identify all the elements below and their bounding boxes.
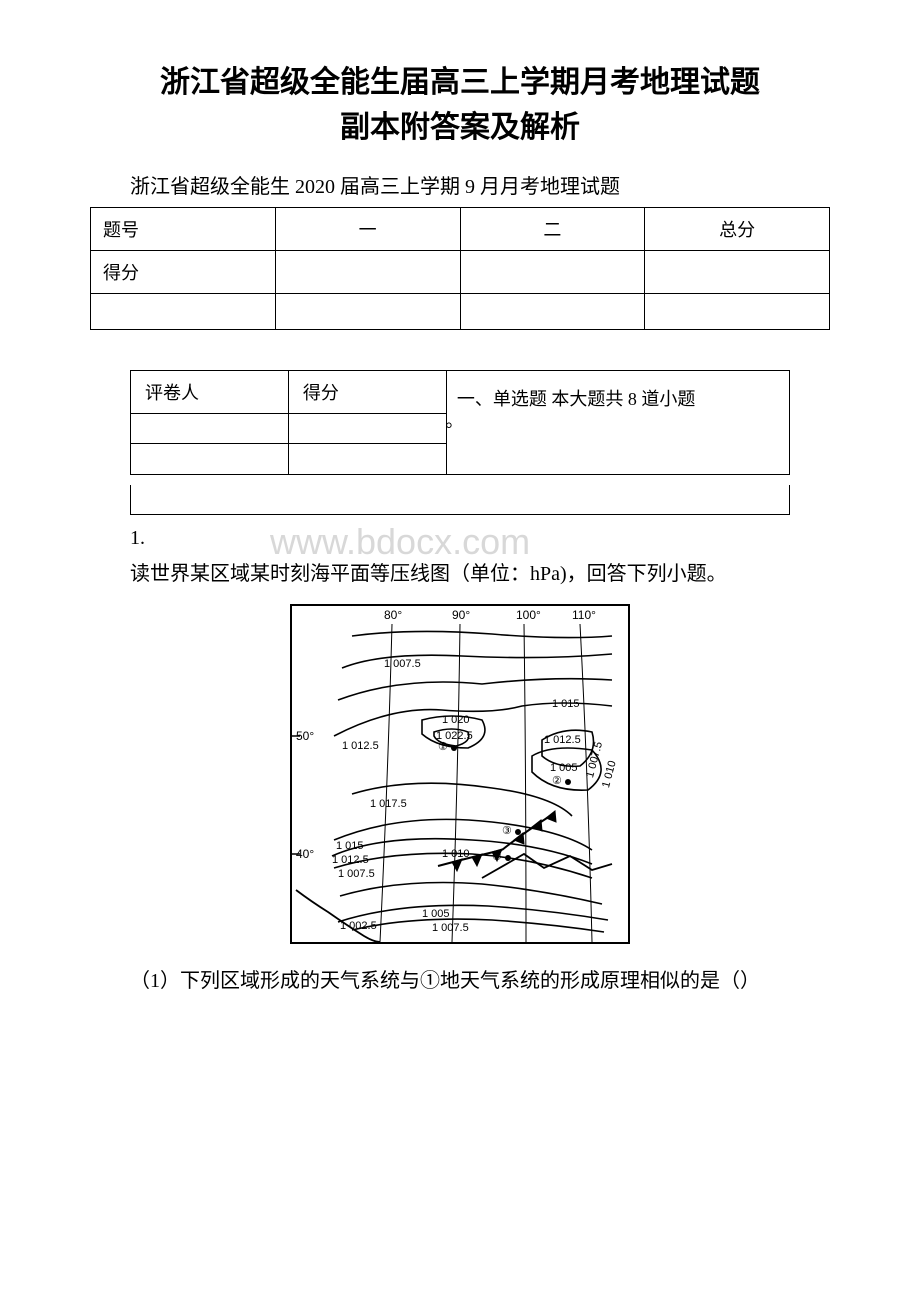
map-label: 1 012.5: [332, 854, 369, 866]
map-label: ①: [438, 740, 448, 753]
map-label: 1 010: [442, 848, 470, 860]
map-label: ②: [552, 774, 562, 787]
empty-cell: [645, 294, 830, 330]
map-label: 1 002.5: [340, 920, 377, 932]
map-label: 1 012.5: [342, 740, 379, 752]
empty-cell: [275, 251, 460, 294]
map-label: ③: [502, 824, 512, 837]
question-number: 1. www.bdocx.com: [90, 527, 830, 550]
isobar-map: 80° 90° 100° 110° 50° 40° 1 007.5 1 012.5 1 020 1…: [290, 604, 630, 944]
empty-cell: [460, 251, 645, 294]
empty-cell: [289, 444, 446, 474]
map-label: 1 005: [550, 762, 578, 774]
section-footer-row: [130, 485, 790, 515]
section-left-header-row: 评卷人 得分: [131, 371, 446, 414]
section-title-text: 一、单选题 本大题共 8 道小题: [457, 383, 696, 415]
section-header-block: 评卷人 得分 一、单选题 本大题共 8 道小题 。: [130, 370, 790, 475]
map-label: 100°: [516, 608, 541, 622]
isobar-figure: 80° 90° 100° 110° 50° 40° 1 007.5 1 012.5 1 020 1…: [90, 604, 830, 949]
map-label: 50°: [296, 729, 314, 743]
map-label: 1 007.5: [338, 868, 375, 880]
subtitle: 浙江省超级全能生 2020 届高三上学期 9 月月考地理试题: [90, 170, 830, 199]
empty-cell: [645, 251, 830, 294]
row-label-cell: 得分: [91, 251, 276, 294]
score-table: 题号 一 二 总分 得分: [90, 207, 830, 330]
empty-cell: [275, 294, 460, 330]
sub-question-1: （1）下列区域形成的天气系统与①地天气系统的形成原理相似的是（）: [90, 965, 830, 997]
header-cell: 二: [460, 208, 645, 251]
map-label: 1 012.5: [544, 734, 581, 746]
map-label: 1 020: [442, 714, 470, 726]
map-label: 1 017.5: [370, 798, 407, 810]
title-line-2: 副本附答案及解析: [340, 111, 580, 144]
empty-cell: [91, 294, 276, 330]
map-label: 80°: [384, 608, 402, 622]
empty-cell: [131, 444, 289, 474]
score-label: 得分: [289, 371, 446, 414]
map-label: ④: [492, 850, 502, 863]
header-cell: 题号: [91, 208, 276, 251]
header-cell: 一: [275, 208, 460, 251]
map-label: 1 015: [552, 698, 580, 710]
map-label: 90°: [452, 608, 470, 622]
section-title: 一、单选题 本大题共 8 道小题 。: [447, 371, 789, 474]
map-label: 1 015: [336, 840, 364, 852]
empty-cell: [460, 294, 645, 330]
watermark: www.bdocx.com: [230, 521, 530, 563]
grader-label: 评卷人: [131, 371, 289, 414]
map-label: 1 007.5: [432, 922, 469, 934]
table-row: [91, 294, 830, 330]
table-row: 得分: [91, 251, 830, 294]
title-line-1: 浙江省超级全能生届高三上学期月考地理试题: [160, 66, 760, 99]
map-label: 1 007.5: [384, 658, 421, 670]
table-row: 题号 一 二 总分: [91, 208, 830, 251]
page-title: 浙江省超级全能生届高三上学期月考地理试题 副本附答案及解析: [90, 60, 830, 150]
empty-cell: [289, 414, 446, 444]
map-label: 110°: [572, 608, 596, 622]
header-cell: 总分: [645, 208, 830, 251]
section-left-empty-row: [131, 444, 446, 474]
section-left: 评卷人 得分: [131, 371, 447, 474]
empty-cell: [131, 414, 289, 444]
section-left-empty-row: [131, 414, 446, 444]
section-period: 。: [445, 405, 463, 437]
map-label: 40°: [296, 847, 314, 861]
question-number-text: 1.: [130, 527, 145, 549]
map-svg: [292, 606, 630, 944]
map-label: 1 005: [422, 908, 450, 920]
